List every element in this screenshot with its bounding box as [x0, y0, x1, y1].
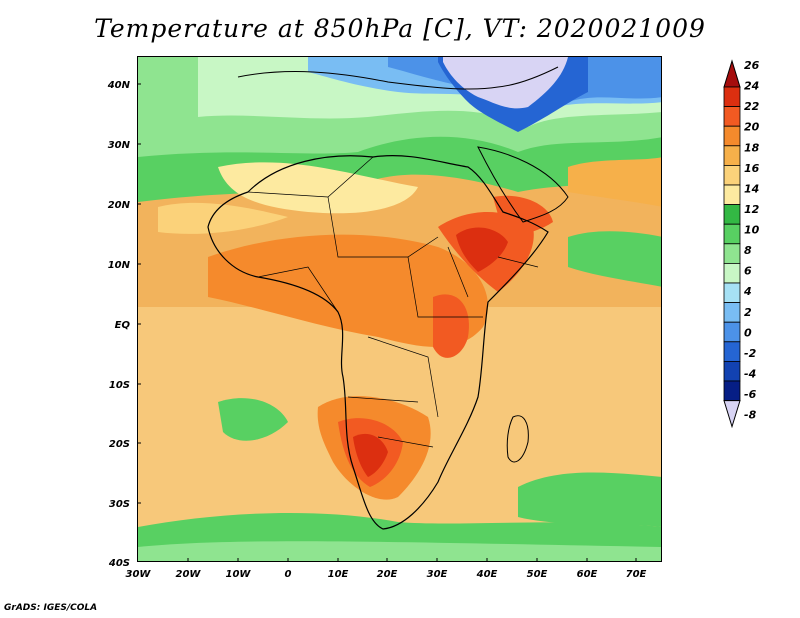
africa-outline	[207, 155, 549, 530]
colorbar-label: 0	[744, 326, 752, 339]
colorbar-label: 14	[744, 182, 759, 195]
footer-credit: GrADS: IGES/COLA	[4, 603, 98, 613]
country-borders	[247, 156, 539, 448]
madagascar-outline	[506, 415, 529, 463]
lat-label: 20S	[109, 439, 130, 450]
colorbar-label: 22	[744, 100, 760, 113]
colorbar-label: 18	[744, 141, 760, 154]
lat-label: 30N	[108, 140, 131, 151]
lon-label: 20W	[176, 569, 202, 580]
lon-label: 70E	[626, 569, 647, 580]
lon-label: 10E	[328, 569, 349, 580]
lon-label: 50E	[527, 569, 548, 580]
colorbar-label: 8	[744, 244, 752, 257]
colorbar-label: 2	[744, 306, 752, 319]
colorbar-swatch	[723, 106, 741, 127]
lat-label: EQ	[115, 320, 131, 331]
colorbar-swatch	[723, 360, 741, 382]
lon-label: 10W	[226, 569, 252, 580]
arabia-outline	[477, 146, 569, 223]
colorbar-label: 16	[744, 162, 760, 175]
lat-label: 40S	[108, 558, 130, 569]
colorbar-label: -8	[744, 409, 757, 422]
colorbar-swatch	[723, 380, 741, 402]
colorbar-label: 6	[744, 265, 752, 278]
lon-label: 20E	[377, 569, 398, 580]
colorbar-label: 24	[744, 80, 759, 93]
europe-coast	[237, 66, 559, 90]
colorbar-swatch	[723, 282, 741, 304]
colorbar-swatch	[723, 302, 741, 323]
lat-label: 30S	[109, 499, 130, 510]
colorbar-swatch	[723, 125, 741, 147]
lon-label: 0	[285, 569, 292, 580]
colorbar-bottom-arrow	[723, 400, 741, 429]
lat-label: 10S	[109, 380, 130, 391]
colorbar-label: -2	[744, 347, 757, 360]
colorbar-label: 4	[743, 285, 752, 298]
temperature-map	[137, 56, 662, 562]
colorbar-label: 20	[744, 121, 760, 134]
colorbar-swatch	[723, 243, 741, 264]
lon-label: 40E	[476, 569, 498, 580]
colorbar-top-arrow	[723, 59, 741, 88]
colorbar-label: 12	[744, 203, 760, 216]
lon-label: 30W	[126, 569, 152, 580]
lon-label: 60E	[577, 569, 598, 580]
chart-title: Temperature at 850hPa [C], VT: 202002100…	[94, 14, 706, 43]
colorbar-swatch	[723, 262, 741, 284]
colorbar-label: -4	[744, 367, 756, 380]
colorbar-swatch	[723, 341, 741, 362]
colorbar-swatch	[723, 184, 741, 206]
lon-label: 30E	[427, 569, 448, 580]
lat-label: 10N	[108, 260, 131, 271]
colorbar-swatch	[723, 223, 741, 245]
colorbar-swatch	[723, 145, 741, 166]
colorbar-label: -6	[744, 388, 757, 401]
map-field	[138, 57, 661, 561]
lat-label: 40N	[107, 80, 131, 91]
lat-label: 20N	[108, 200, 131, 211]
colorbar-label: 10	[744, 224, 760, 237]
colorbar-swatch	[723, 204, 741, 225]
colorbar-swatch	[723, 164, 741, 186]
colorbar-swatch	[723, 86, 741, 108]
colorbar-label: 26	[744, 59, 760, 72]
colorbar-swatch	[723, 321, 741, 343]
